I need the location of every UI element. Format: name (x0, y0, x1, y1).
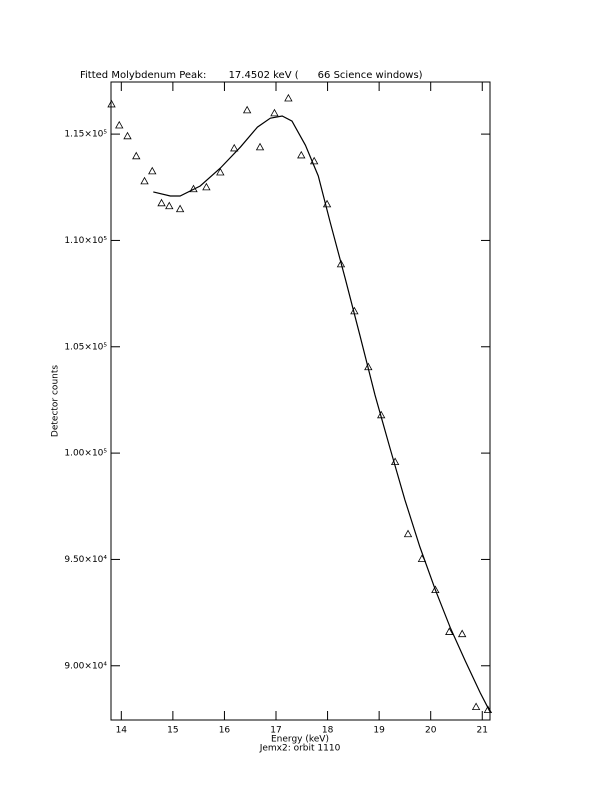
x-axis-label: Energy (keV) (271, 735, 329, 745)
y-tick-label: 1.00×10⁵ (64, 449, 107, 459)
data-point (115, 120, 124, 129)
x-tick-label: 18 (322, 726, 334, 736)
data-point (403, 529, 413, 538)
data-point (483, 705, 493, 713)
y-tick-label: 9.00×10⁴ (64, 661, 107, 671)
data-point (107, 99, 116, 108)
x-tick-label: 19 (373, 726, 385, 736)
data-point (165, 201, 174, 210)
data-point (242, 105, 252, 114)
x-tick-label: 16 (219, 726, 231, 736)
data-point (230, 143, 239, 152)
data-point (457, 629, 467, 638)
data-point (202, 182, 211, 191)
x-tick-label: 15 (167, 726, 178, 736)
data-point (431, 585, 440, 594)
plot-frame (110, 81, 491, 721)
data-point (157, 198, 166, 207)
fit-line (153, 115, 491, 712)
x-tick-label: 20 (425, 726, 437, 736)
data-point (297, 150, 306, 159)
x-tick-label: 14 (116, 726, 128, 736)
data-point (255, 142, 265, 151)
chart-title: Fitted Molybdenum Peak: 17.4502 keV ( 66… (80, 70, 423, 81)
data-point (140, 176, 149, 185)
data-point (123, 131, 132, 140)
data-point (270, 108, 279, 117)
data-point (148, 166, 157, 175)
y-axis-label: Detector counts (51, 365, 61, 437)
x-tick-label: 21 (477, 726, 488, 736)
y-tick-label: 9.50×10⁴ (64, 555, 107, 565)
y-tick-label: 1.05×10⁵ (64, 342, 107, 352)
data-point (471, 702, 481, 711)
data-point (216, 167, 225, 176)
data-point (445, 627, 454, 635)
data-point (132, 151, 141, 160)
y-tick-label: 1.10×10⁵ (64, 236, 107, 246)
data-point (284, 93, 293, 102)
x-tick-label: 17 (270, 726, 281, 736)
data-point (175, 204, 185, 213)
subtitle: Jemx2: orbit 1110 (259, 744, 341, 754)
y-tick-label: 1.15×10⁵ (64, 130, 107, 140)
data-point (336, 259, 346, 268)
